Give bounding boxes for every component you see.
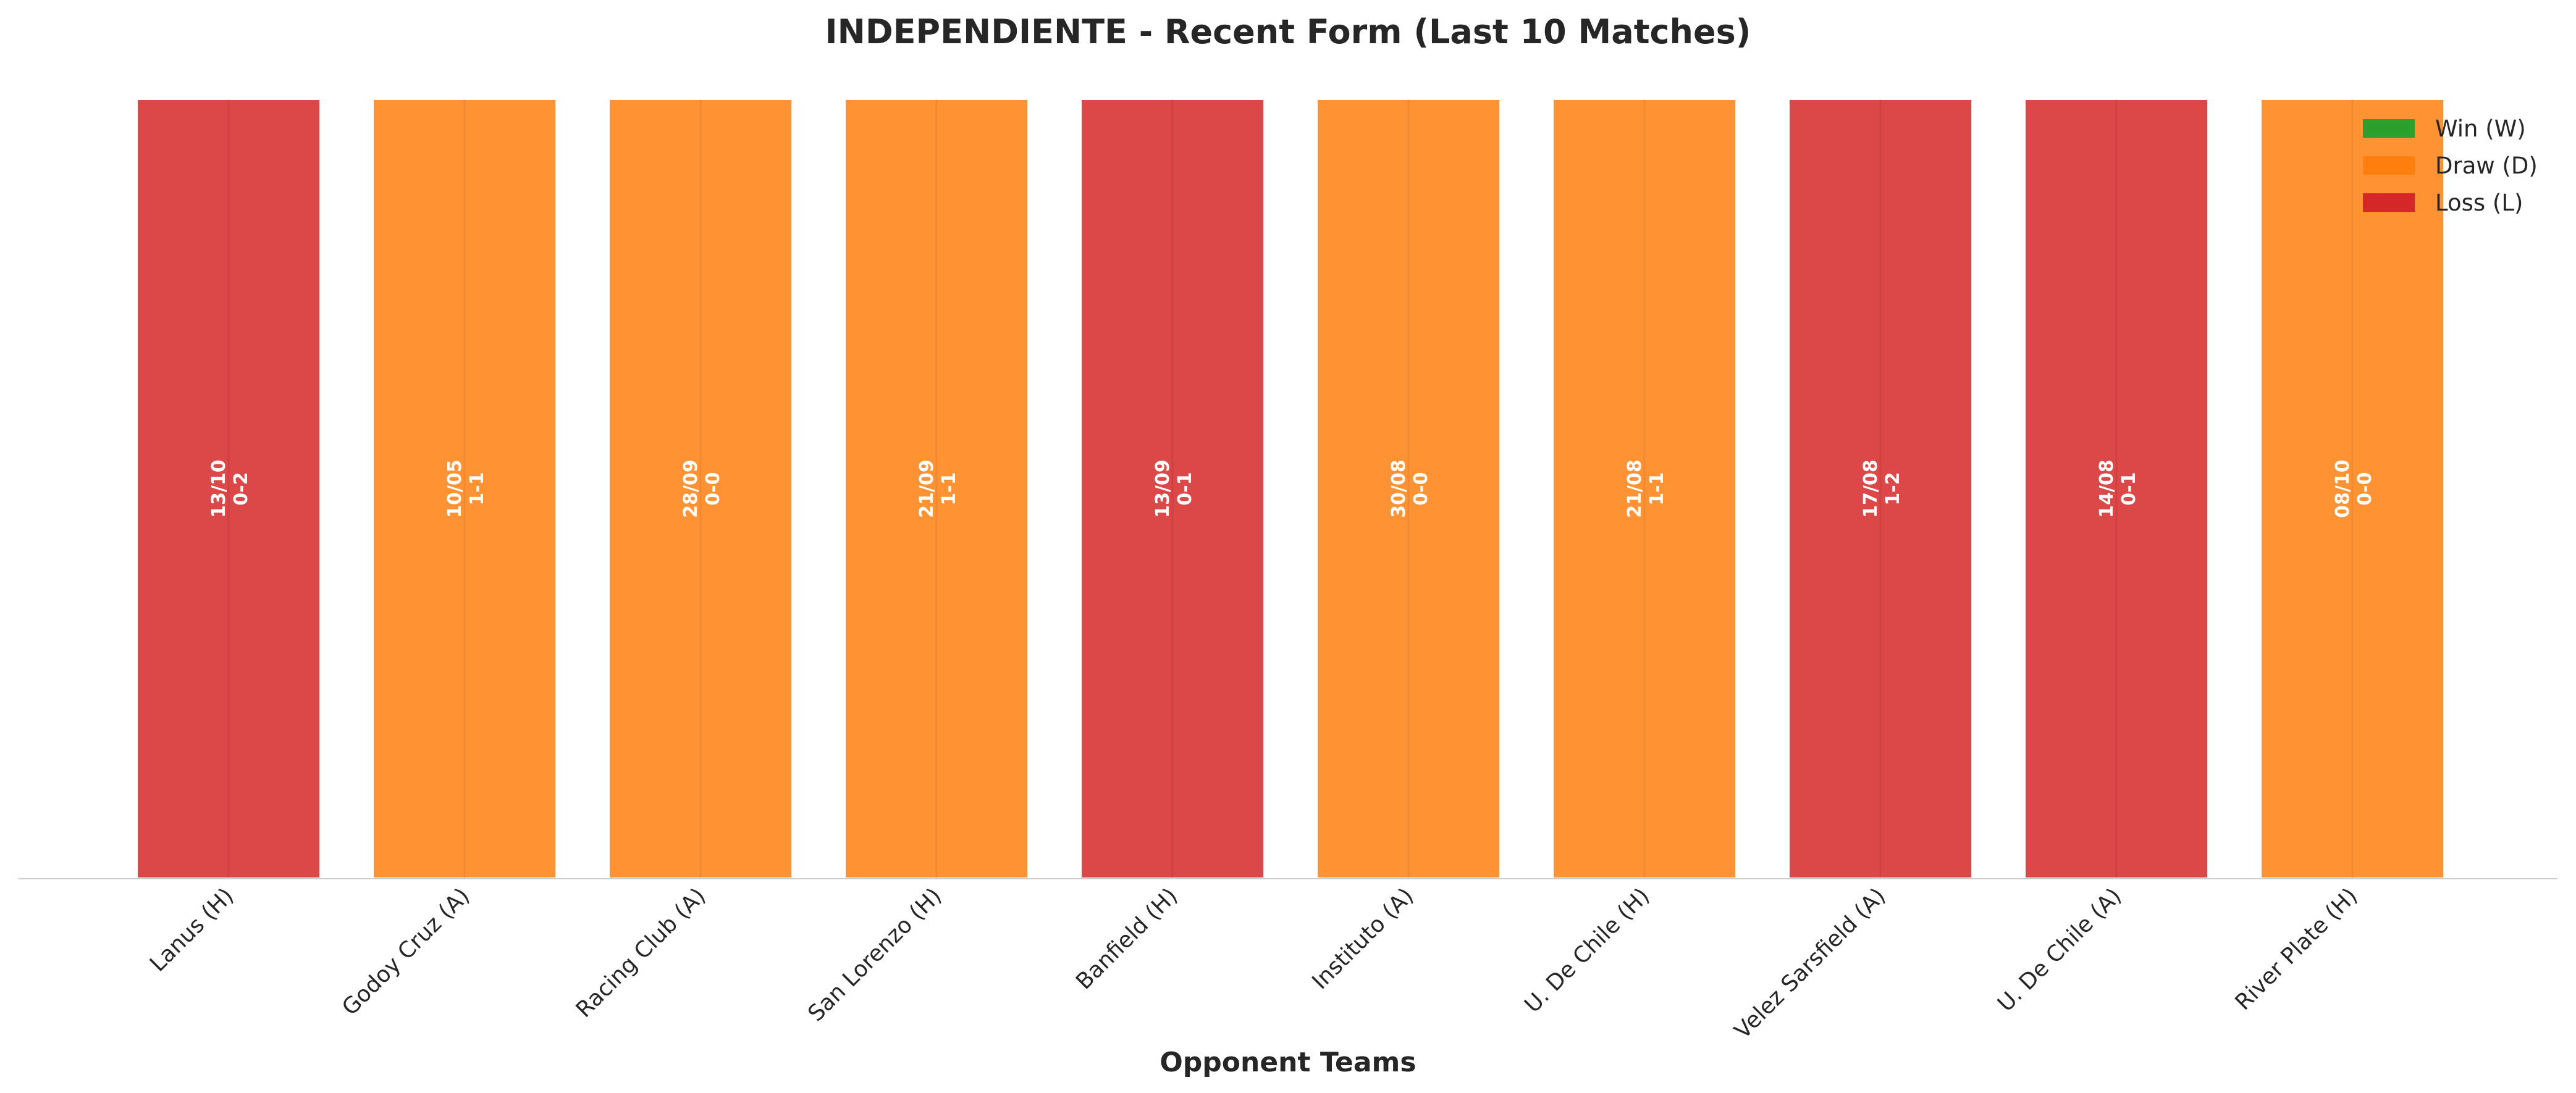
bar-label-3: 28/090-0 — [680, 459, 724, 517]
bar-label-4: 21/091-1 — [916, 459, 960, 517]
bar-date-label: 21/08 — [1624, 459, 1646, 517]
legend-label-d: Draw (D) — [2435, 153, 2538, 179]
bar-score-label: 0-0 — [1410, 472, 1432, 505]
bar-label-2: 10/051-1 — [444, 459, 488, 517]
x-tick-labels: Lanus (H) Godoy Cruz (A) Racing Club (A) Sa… — [145, 883, 2362, 1044]
x-tick-label-4: San Lorenzo (H) — [803, 883, 946, 1026]
x-tick-label-6: Instituto (A) — [1307, 883, 1418, 994]
bar-5 — [1079, 98, 1266, 880]
bar-label-9: 14/080-1 — [2096, 459, 2140, 517]
bar-date-label: 13/09 — [1152, 459, 1174, 517]
legend-swatch-l — [2363, 193, 2415, 212]
x-tick-label-9: U. De Chile (A) — [1993, 883, 2126, 1016]
legend-swatch-w — [2363, 119, 2415, 138]
bar-score-label: 1-1 — [938, 472, 960, 505]
chart-title: INDEPENDIENTE - Recent Form (Last 10 Mat… — [825, 12, 1751, 51]
bar-date-label: 17/08 — [1860, 459, 1882, 517]
bar-date-label: 08/10 — [2332, 459, 2354, 517]
bar-score-label: 0-1 — [2118, 472, 2140, 505]
x-tick-label-8: Velez Sarsfield (A) — [1730, 883, 1890, 1044]
legend: Win (W) Draw (D) Loss (L) — [2363, 115, 2538, 216]
bar-3 — [607, 98, 794, 880]
bar-score-label: 0-1 — [1174, 472, 1196, 505]
legend-swatch-d — [2363, 156, 2415, 175]
bars-layer: 13/100-2 10/051-1 28/090-0 21/091-1 13/090-1… — [135, 98, 2446, 880]
bar-1 — [135, 98, 322, 880]
x-tick-label-1: Lanus (H) — [145, 883, 238, 976]
bar-date-label: 30/08 — [1388, 459, 1410, 517]
x-tick-label-7: U. De Chile (H) — [1520, 883, 1654, 1018]
legend-label-l: Loss (L) — [2435, 190, 2523, 216]
legend-label-w: Win (W) — [2435, 115, 2526, 142]
bar-10 — [2259, 98, 2446, 880]
bar-4 — [843, 98, 1030, 880]
bar-date-label: 21/09 — [916, 459, 938, 517]
x-axis-label: Opponent Teams — [1160, 1047, 1416, 1078]
bar-score-label: 1-1 — [1646, 472, 1668, 505]
bar-6 — [1315, 98, 1502, 880]
bar-score-label: 1-2 — [1882, 472, 1904, 505]
bar-score-label: 0-2 — [230, 472, 252, 505]
bar-label-1: 13/100-2 — [208, 459, 252, 517]
bar-score-label: 0-0 — [2354, 472, 2376, 505]
bar-label-6: 30/080-0 — [1388, 459, 1432, 517]
bar-score-label: 0-0 — [702, 472, 724, 505]
x-tick-label-5: Banfield (H) — [1071, 883, 1182, 994]
x-tick-label-3: Racing Club (A) — [571, 883, 711, 1023]
bar-score-label: 1-1 — [466, 472, 488, 505]
bar-label-7: 21/081-1 — [1624, 459, 1668, 517]
bar-label-10: 08/100-0 — [2332, 459, 2376, 517]
bar-date-label: 28/09 — [680, 459, 702, 517]
bar-7 — [1551, 98, 1738, 880]
bar-label-8: 17/081-2 — [1860, 459, 1904, 517]
bar-label-5: 13/090-1 — [1152, 459, 1196, 517]
bar-date-label: 10/05 — [444, 459, 466, 517]
bar-2 — [371, 98, 558, 880]
bar-date-label: 14/08 — [2096, 459, 2118, 517]
x-tick-label-10: River Plate (H) — [2231, 883, 2363, 1015]
bar-date-label: 13/10 — [208, 459, 230, 517]
x-tick-label-2: Godoy Cruz (A) — [337, 883, 474, 1020]
